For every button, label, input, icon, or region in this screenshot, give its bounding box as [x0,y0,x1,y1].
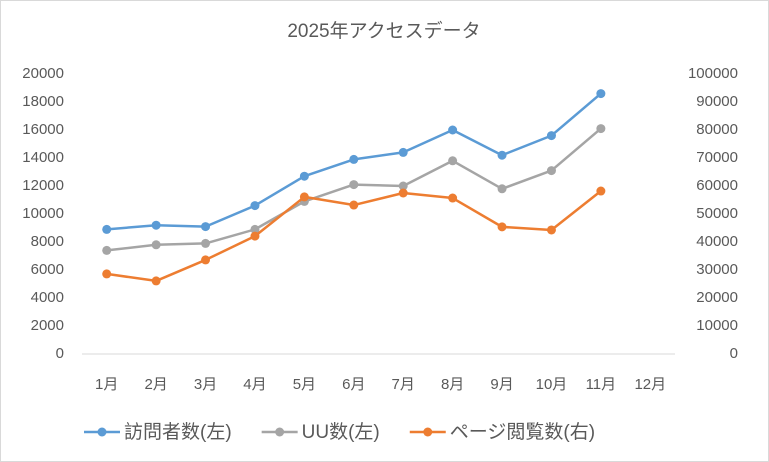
y2-tick-label: 30000 [696,261,738,278]
y-tick-label: 0 [56,345,64,362]
data-point [398,181,408,191]
data-point [151,220,161,230]
data-point [546,131,556,141]
y2-tick-label: 80000 [696,121,738,138]
y-tick-label: 10000 [22,205,64,222]
y2-tick-label: 100000 [688,65,738,82]
y-tick-label: 18000 [22,93,64,110]
x-tick-label: 12月 [634,376,666,393]
data-point [250,224,260,234]
x-tick-label: 2月 [144,376,167,393]
x-tick-label: 6月 [342,376,365,393]
data-point [299,171,309,181]
x-tick-label: 3月 [194,376,217,393]
y-tick-label: 20000 [22,65,64,82]
legend-label: ページ閲覧数(右) [450,421,595,443]
data-point [299,192,309,202]
y-tick-label: 12000 [22,177,64,194]
data-point [596,89,606,99]
x-tick-label: 10月 [536,376,568,393]
data-point [102,224,112,234]
data-point [596,124,606,134]
x-tick-label: 1月 [95,376,118,393]
legend-marker [275,427,285,437]
legend-label: UU数(左) [302,421,380,443]
data-point [398,188,408,198]
data-point [349,200,359,210]
legend-marker [97,427,107,437]
data-point [596,186,606,196]
x-tick-label: 9月 [490,376,513,393]
y2-tick-label: 20000 [696,289,738,306]
data-point [398,147,408,157]
data-point [250,231,260,241]
x-tick-label: 8月 [441,376,464,393]
data-point [151,240,161,250]
y2-tick-label: 10000 [696,317,738,334]
data-point [448,193,458,203]
y-tick-label: 2000 [31,317,64,334]
data-point [497,150,507,160]
x-tick-label: 4月 [243,376,266,393]
y-tick-label: 16000 [22,121,64,138]
y-tick-label: 8000 [31,233,64,250]
y-tick-label: 6000 [31,261,64,278]
legend-marker [423,427,433,437]
y2-tick-label: 90000 [696,93,738,110]
y2-tick-label: 60000 [696,177,738,194]
data-point [497,222,507,232]
data-point [201,255,211,265]
y2-tick-label: 70000 [696,149,738,166]
x-tick-label: 5月 [293,376,316,393]
data-point [250,201,260,211]
y-tick-label: 4000 [31,289,64,306]
data-point [102,245,112,255]
y2-tick-label: 0 [730,345,738,362]
y-tick-label: 14000 [22,149,64,166]
data-point [201,238,211,248]
data-point [497,184,507,194]
data-point [151,276,161,286]
data-point [349,154,359,164]
x-tick-label: 7月 [392,376,415,393]
chart-title: 2025年アクセスデータ [287,20,480,42]
y2-tick-label: 40000 [696,233,738,250]
data-point [448,125,458,135]
data-point [201,222,211,232]
data-point [546,166,556,176]
data-point [546,225,556,235]
data-point [349,180,359,190]
x-tick-label: 11月 [586,376,617,393]
legend-label: 訪問者数(左) [124,421,232,443]
data-point [102,269,112,279]
y2-tick-label: 50000 [696,205,738,222]
data-point [448,156,458,166]
